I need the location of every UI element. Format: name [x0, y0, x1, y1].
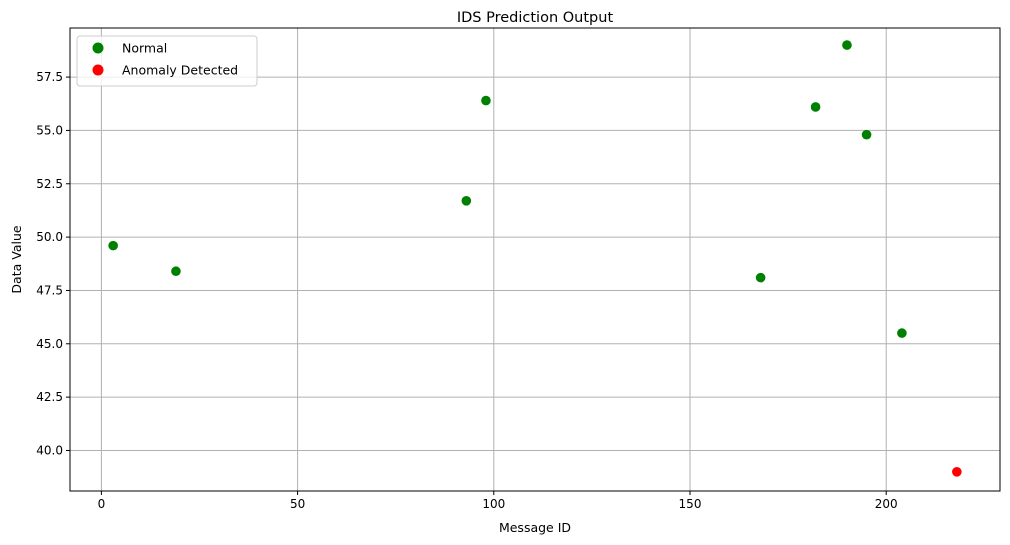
y-tick-label: 45.0 — [36, 337, 63, 351]
normal-point — [108, 240, 118, 251]
y-axis-ticks: 40.0 42.5 45.0 47.5 50.0 52.5 55.0 57.5 — [36, 70, 70, 457]
y-tick-label: 55.0 — [36, 123, 63, 137]
legend-label-anomaly: Anomaly Detected — [122, 63, 238, 78]
y-tick-label: 42.5 — [36, 390, 63, 404]
y-axis-label: Data Value — [9, 225, 24, 293]
legend-box — [76, 35, 258, 87]
anomaly-point — [952, 466, 962, 477]
normal-point — [842, 40, 852, 50]
x-tick-label: 100 — [482, 497, 505, 511]
x-axis-ticks: 0 50 100 150 200 — [98, 491, 898, 511]
y-tick-label: 52.5 — [36, 177, 63, 191]
x-tick-label: 150 — [679, 497, 702, 511]
y-tick-label: 40.0 — [36, 443, 63, 457]
normal-point — [861, 129, 872, 140]
legend: Normal Anomaly Detected — [76, 35, 258, 87]
x-tick-label: 0 — [98, 497, 106, 511]
legend-marker-anomaly — [92, 64, 104, 76]
plot-frame — [69, 27, 1001, 492]
normal-point — [897, 328, 907, 338]
legend-marker-normal — [92, 42, 104, 54]
legend-label-normal: Normal — [122, 41, 167, 56]
normal-point — [481, 95, 491, 106]
x-axis-label: Message ID — [499, 520, 571, 535]
normal-point — [171, 266, 181, 277]
x-tick-label: 200 — [875, 497, 898, 511]
normal-point — [755, 272, 766, 283]
y-tick-label: 50.0 — [36, 230, 63, 244]
x-tick-label: 50 — [290, 497, 305, 511]
normal-point — [461, 196, 472, 206]
y-tick-label: 57.5 — [36, 70, 63, 84]
data-points — [108, 40, 962, 477]
chart-title: IDS Prediction Output — [457, 10, 614, 26]
normal-point — [810, 102, 821, 112]
grid-lines — [70, 28, 1000, 491]
y-tick-label: 47.5 — [36, 283, 63, 297]
